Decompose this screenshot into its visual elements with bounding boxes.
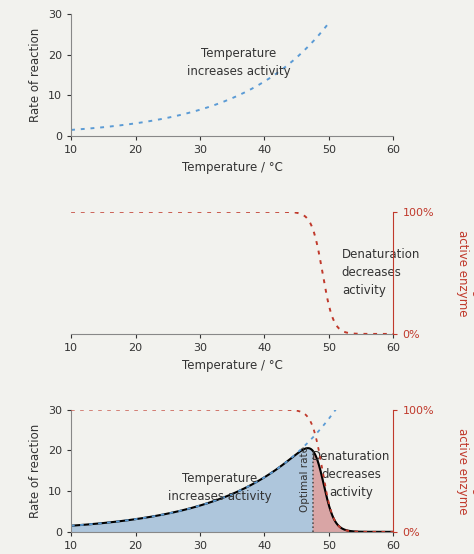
Text: Temperature
increases activity: Temperature increases activity bbox=[187, 47, 291, 78]
Text: Denaturation
decreases
activity: Denaturation decreases activity bbox=[312, 450, 391, 499]
Y-axis label: Rate of reaction: Rate of reaction bbox=[29, 424, 42, 518]
X-axis label: Temperature / °C: Temperature / °C bbox=[182, 358, 283, 372]
Text: Temperature
increases activity: Temperature increases activity bbox=[167, 471, 271, 502]
Text: Denaturation
decreases
activity: Denaturation decreases activity bbox=[342, 248, 420, 297]
Y-axis label: Rate of reaction: Rate of reaction bbox=[29, 28, 42, 122]
X-axis label: Temperature / °C: Temperature / °C bbox=[182, 161, 283, 173]
Y-axis label: Percentage
active enzyme: Percentage active enzyme bbox=[456, 229, 474, 316]
Y-axis label: Percentage
active enzyme: Percentage active enzyme bbox=[456, 428, 474, 514]
Text: Optimal rate: Optimal rate bbox=[300, 446, 310, 512]
